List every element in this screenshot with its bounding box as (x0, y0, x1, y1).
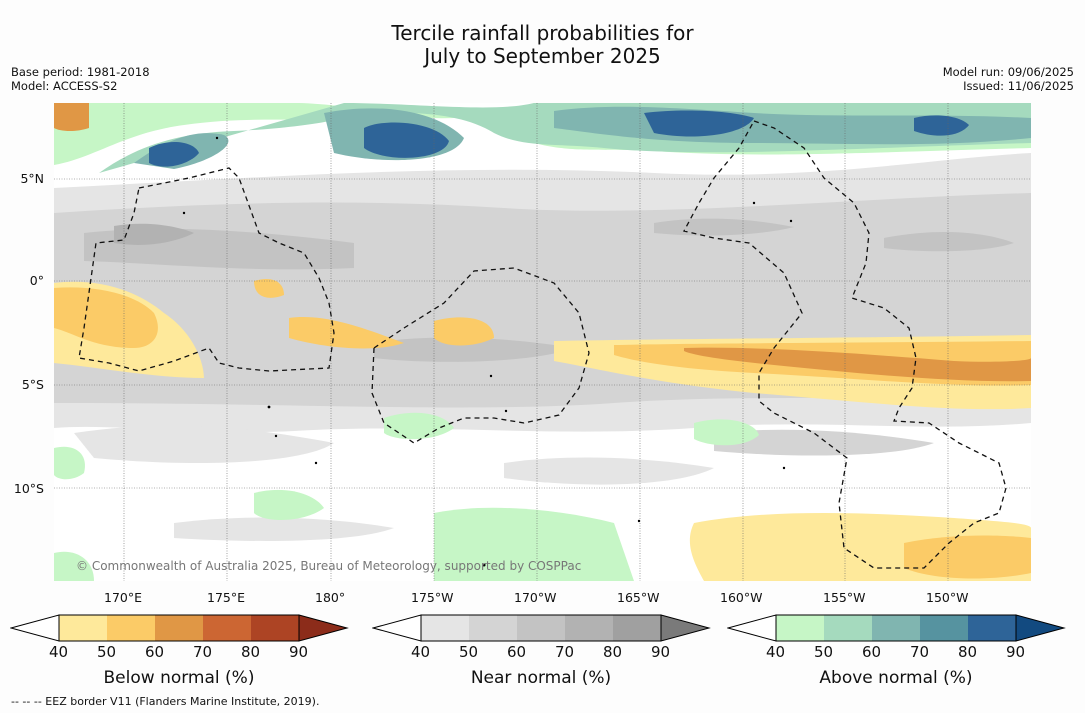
cb-near-seg-4 (613, 615, 661, 641)
title-line-1: Tercile rainfall probabilities for (391, 21, 694, 45)
lon-label-175e: 175°E (207, 590, 246, 605)
cb-below-tick: 70 (193, 643, 213, 661)
cb-near-tick: 90 (651, 643, 671, 661)
above-normal-north (54, 103, 1031, 173)
near-normal-label: Near normal (%) (470, 668, 612, 688)
copyright-notice: © Commonwealth of Australia 2025, Bureau… (76, 559, 581, 573)
cb-below-tick: 80 (241, 643, 261, 661)
model-run: Model run: 09/06/2025 (942, 65, 1074, 79)
cb-below-seg-4 (251, 615, 299, 641)
cb-below-tick: 90 (289, 643, 309, 661)
below-normal-colorbar (10, 614, 349, 642)
lat-label-0: 0° (29, 273, 44, 288)
cb-near-tick: 40 (411, 643, 431, 661)
cb-above-tick: 90 (1006, 643, 1026, 661)
below-normal-west (54, 103, 494, 378)
cb-near-seg-0 (421, 615, 469, 641)
cb-above-tick: 40 (766, 643, 786, 661)
cb-above-seg-0 (776, 615, 824, 641)
cb-above-seg-3 (920, 615, 968, 641)
south-features (54, 412, 1031, 581)
cb-near-seg-3 (565, 615, 613, 641)
cb-near-tick: 80 (603, 643, 623, 661)
above-normal-label: Above normal (%) (819, 668, 973, 688)
cb-below-seg-3 (203, 615, 251, 641)
cb-above-over-arrow (1015, 614, 1066, 642)
cb-near-over-arrow (660, 614, 711, 642)
cb-above-under-arrow (727, 614, 777, 642)
lon-label-155w: 155°W (823, 590, 866, 605)
lat-label-5n: 5°N (20, 171, 44, 186)
map-gridlines (54, 103, 1031, 581)
below-normal-east (554, 335, 1031, 410)
model-name: Model: ACCESS-S2 (11, 79, 118, 93)
cb-below-seg-1 (107, 615, 155, 641)
lat-label-10s: 10°S (13, 481, 44, 496)
lon-label-165w: 165°W (617, 590, 660, 605)
lat-label-5s: 5°S (21, 377, 44, 392)
cb-above-seg-1 (824, 615, 872, 641)
cb-below-over-arrow (298, 614, 349, 642)
cb-below-tick: 40 (49, 643, 69, 661)
cb-below-seg-0 (59, 615, 107, 641)
lon-label-160w: 160°W (720, 590, 763, 605)
lon-label-170w: 170°W (514, 590, 557, 605)
lon-label-180: 180° (315, 590, 346, 605)
cb-below-seg-2 (155, 615, 203, 641)
lon-label-175w: 175°W (411, 590, 454, 605)
above-normal-colorbar (727, 614, 1066, 642)
cb-above-seg-4 (968, 615, 1016, 641)
cb-near-seg-1 (469, 615, 517, 641)
atoll-markers (182, 136, 793, 567)
cb-near-tick: 50 (459, 643, 479, 661)
cb-above-tick: 70 (910, 643, 930, 661)
cb-below-tick: 50 (97, 643, 117, 661)
below-normal-label: Below normal (%) (103, 668, 255, 688)
near-normal-colorbar (372, 614, 711, 642)
lon-label-170e: 170°E (104, 590, 143, 605)
meta-left: Base period: 1981-2018 Model: ACCESS-S2 (11, 65, 150, 93)
cb-near-tick: 70 (555, 643, 575, 661)
eez-borders (78, 120, 1007, 569)
cb-above-tick: 50 (814, 643, 834, 661)
issued-date: Issued: 11/06/2025 (963, 79, 1074, 93)
cb-near-tick: 60 (507, 643, 527, 661)
cb-above-tick: 80 (958, 643, 978, 661)
cb-above-tick: 60 (862, 643, 882, 661)
title-line-2: July to September 2025 (424, 44, 661, 68)
cb-below-under-arrow (10, 614, 60, 642)
map-title: Tercile rainfall probabilities for July … (0, 22, 1085, 68)
lon-label-150w: 150°W (926, 590, 969, 605)
eez-footer-note: -- -- -- EEZ border V11 (Flanders Marine… (11, 695, 320, 708)
probability-map: © Commonwealth of Australia 2025, Bureau… (54, 103, 1031, 581)
cb-near-seg-2 (517, 615, 565, 641)
cb-near-under-arrow (372, 614, 422, 642)
base-period: Base period: 1981-2018 (11, 65, 150, 79)
cb-below-tick: 60 (145, 643, 165, 661)
cb-above-seg-2 (872, 615, 920, 641)
meta-right: Model run: 09/06/2025 Issued: 11/06/2025 (943, 65, 1074, 93)
